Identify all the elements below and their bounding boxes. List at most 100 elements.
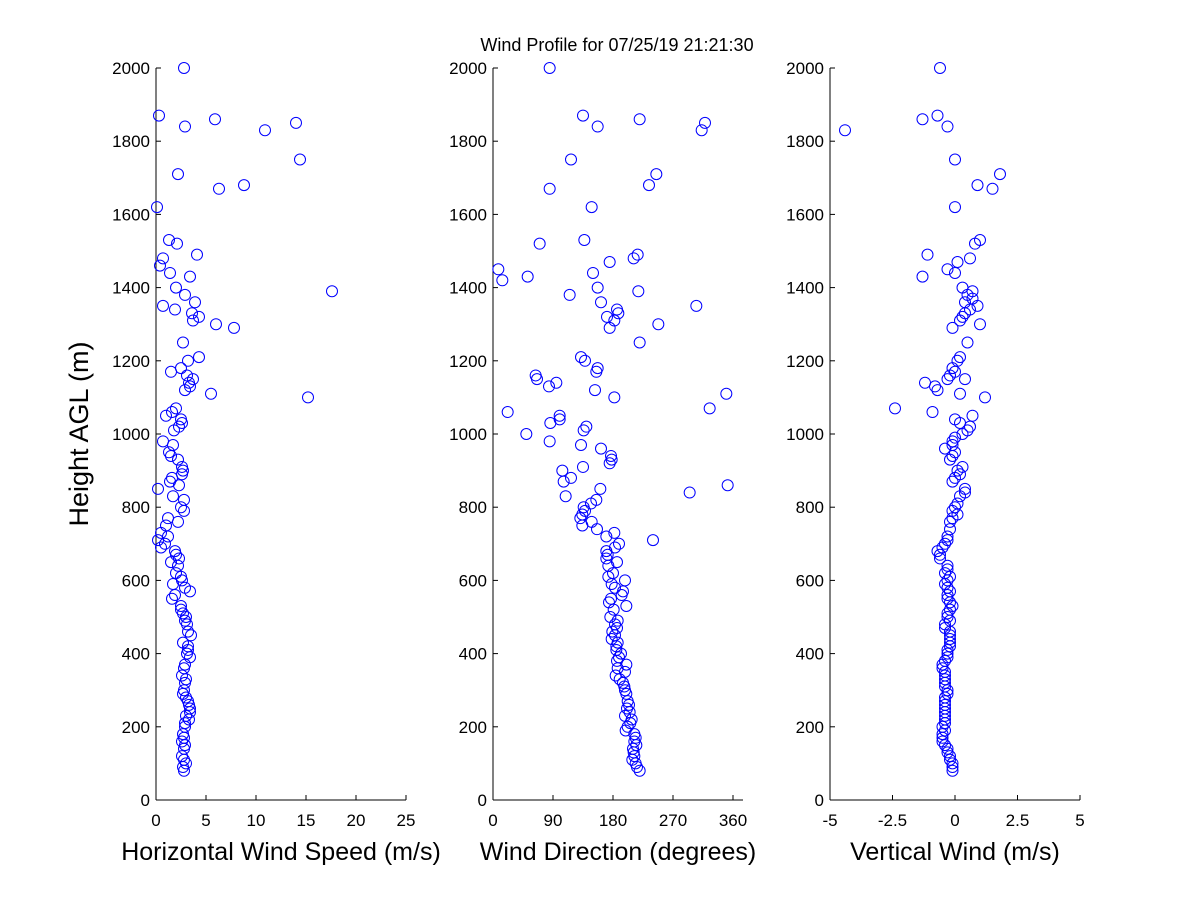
vertical-wind-data-point bbox=[954, 387, 966, 400]
vertical-wind-panel: 0 200 400 600 800 1000 1200 1400 1600 1800 2000 -5 -… bbox=[786, 59, 1085, 866]
vertical-wind-y-tick-label: 800 bbox=[796, 498, 824, 517]
direction-data-point bbox=[720, 387, 733, 400]
direction-data-point bbox=[609, 669, 622, 682]
direction-y-tick-label: 2000 bbox=[449, 59, 487, 78]
vertical-wind-data-point bbox=[959, 373, 971, 386]
vertical-wind-y-tick-label: 1000 bbox=[786, 425, 824, 444]
speed-data-point bbox=[157, 252, 169, 265]
vertical-wind-x-tick-label: 0 bbox=[950, 811, 959, 830]
direction-x-tick-label: 0 bbox=[488, 811, 497, 830]
speed-data-point bbox=[179, 120, 191, 133]
vertical-wind-data-point bbox=[979, 391, 991, 404]
speed-data-point bbox=[165, 556, 177, 569]
vertical-wind-data-point bbox=[971, 179, 984, 192]
vertical-wind-data-point bbox=[936, 662, 949, 675]
vertical-wind-data-point bbox=[939, 724, 951, 737]
speed-data-point bbox=[173, 479, 185, 492]
vertical-wind-data-point bbox=[916, 113, 929, 126]
direction-data-point bbox=[605, 449, 617, 462]
vertical-wind-data-point bbox=[926, 406, 939, 419]
direction-data-point bbox=[585, 497, 597, 510]
speed-data-point bbox=[171, 237, 183, 250]
vertical-wind-y-tick-label: 1200 bbox=[786, 352, 824, 371]
direction-x-tick-label: 360 bbox=[719, 811, 747, 830]
direction-data-point bbox=[610, 640, 623, 653]
direction-data-point bbox=[600, 552, 613, 565]
vertical-wind-x-axis-label: Vertical Wind (m/s) bbox=[850, 838, 1060, 866]
vertical-wind-data-point bbox=[954, 490, 966, 503]
speed-data-point bbox=[173, 552, 185, 565]
vertical-wind-data-point bbox=[944, 453, 956, 466]
speed-data-point bbox=[164, 266, 176, 279]
vertical-wind-y-tick-label: 400 bbox=[796, 645, 824, 664]
direction-data-point bbox=[553, 409, 566, 422]
speed-data-point bbox=[185, 629, 197, 642]
vertical-wind-data-point bbox=[936, 731, 949, 744]
speed-data-point bbox=[176, 417, 188, 430]
vertical-wind-data-point bbox=[951, 464, 964, 477]
speed-data-point bbox=[155, 526, 167, 539]
vertical-wind-data-point bbox=[944, 753, 956, 766]
vertical-wind-y-tick-label: 1800 bbox=[786, 132, 824, 151]
vertical-wind-data-point bbox=[944, 632, 956, 645]
vertical-wind-data-point bbox=[949, 501, 961, 514]
speed-data-point bbox=[159, 537, 171, 550]
speed-data-point bbox=[189, 296, 201, 309]
direction-data-point bbox=[544, 417, 557, 430]
direction-data-point bbox=[600, 530, 613, 543]
speed-data-point bbox=[178, 62, 190, 74]
direction-data-point bbox=[633, 113, 646, 126]
vertical-wind-data-point bbox=[944, 523, 956, 536]
direction-data-point bbox=[565, 153, 577, 166]
vertical-wind-data-point bbox=[946, 475, 959, 488]
speed-y-tick-label: 400 bbox=[122, 645, 150, 664]
vertical-wind-data-point bbox=[941, 120, 954, 133]
speed-data-point bbox=[160, 409, 172, 422]
direction-data-point bbox=[647, 534, 659, 547]
direction-data-point bbox=[699, 116, 711, 129]
speed-data-point bbox=[259, 124, 271, 137]
direction-x-tick-label: 180 bbox=[599, 811, 627, 830]
speed-y-axis-label: Height AGL (m) bbox=[64, 341, 94, 526]
vertical-wind-data-point bbox=[931, 384, 944, 397]
direction-data-point bbox=[550, 376, 563, 389]
direction-y-tick-label: 400 bbox=[459, 645, 487, 664]
speed-data-point bbox=[181, 618, 193, 631]
speed-data-point bbox=[191, 248, 203, 261]
speed-data-point bbox=[184, 585, 196, 598]
direction-data-point bbox=[606, 625, 619, 638]
speed-x-tick-label: 15 bbox=[297, 811, 316, 830]
direction-data-point bbox=[608, 526, 621, 539]
speed-data-point bbox=[165, 365, 177, 378]
speed-data-point bbox=[170, 281, 182, 294]
speed-data-point bbox=[175, 501, 187, 514]
speed-data-point bbox=[181, 369, 193, 382]
direction-y-tick-label: 600 bbox=[459, 571, 487, 590]
speed-data-point bbox=[209, 113, 221, 126]
vertical-wind-data-point bbox=[944, 636, 956, 649]
direction-data-point bbox=[594, 482, 607, 495]
speed-y-tick-label: 0 bbox=[141, 791, 150, 810]
vertical-wind-x-tick-label: 5 bbox=[1075, 811, 1084, 830]
direction-data-point bbox=[577, 424, 590, 437]
direction-data-point bbox=[577, 460, 589, 473]
speed-data-point bbox=[179, 384, 191, 397]
direction-data-point bbox=[543, 62, 556, 74]
direction-data-point bbox=[565, 471, 577, 484]
direction-data-point bbox=[520, 428, 533, 440]
vertical-wind-data-point bbox=[941, 687, 954, 700]
direction-data-point bbox=[703, 402, 716, 415]
direction-data-point bbox=[618, 680, 631, 693]
vertical-wind-data-point bbox=[941, 611, 954, 623]
direction-data-point bbox=[591, 523, 603, 536]
vertical-wind-data-point bbox=[956, 428, 969, 440]
vertical-wind-data-point bbox=[941, 647, 954, 660]
speed-data-point bbox=[180, 757, 192, 770]
speed-data-point bbox=[184, 270, 196, 283]
vertical-wind-data-point bbox=[951, 255, 964, 268]
speed-data-point bbox=[238, 179, 250, 192]
direction-data-point bbox=[631, 248, 644, 261]
speed-y-tick-label: 1000 bbox=[112, 425, 150, 444]
speed-data-point bbox=[172, 559, 184, 572]
direction-panel: 0 200 400 600 800 1000 1200 1400 1600 1800 2000 0 90… bbox=[449, 59, 756, 866]
